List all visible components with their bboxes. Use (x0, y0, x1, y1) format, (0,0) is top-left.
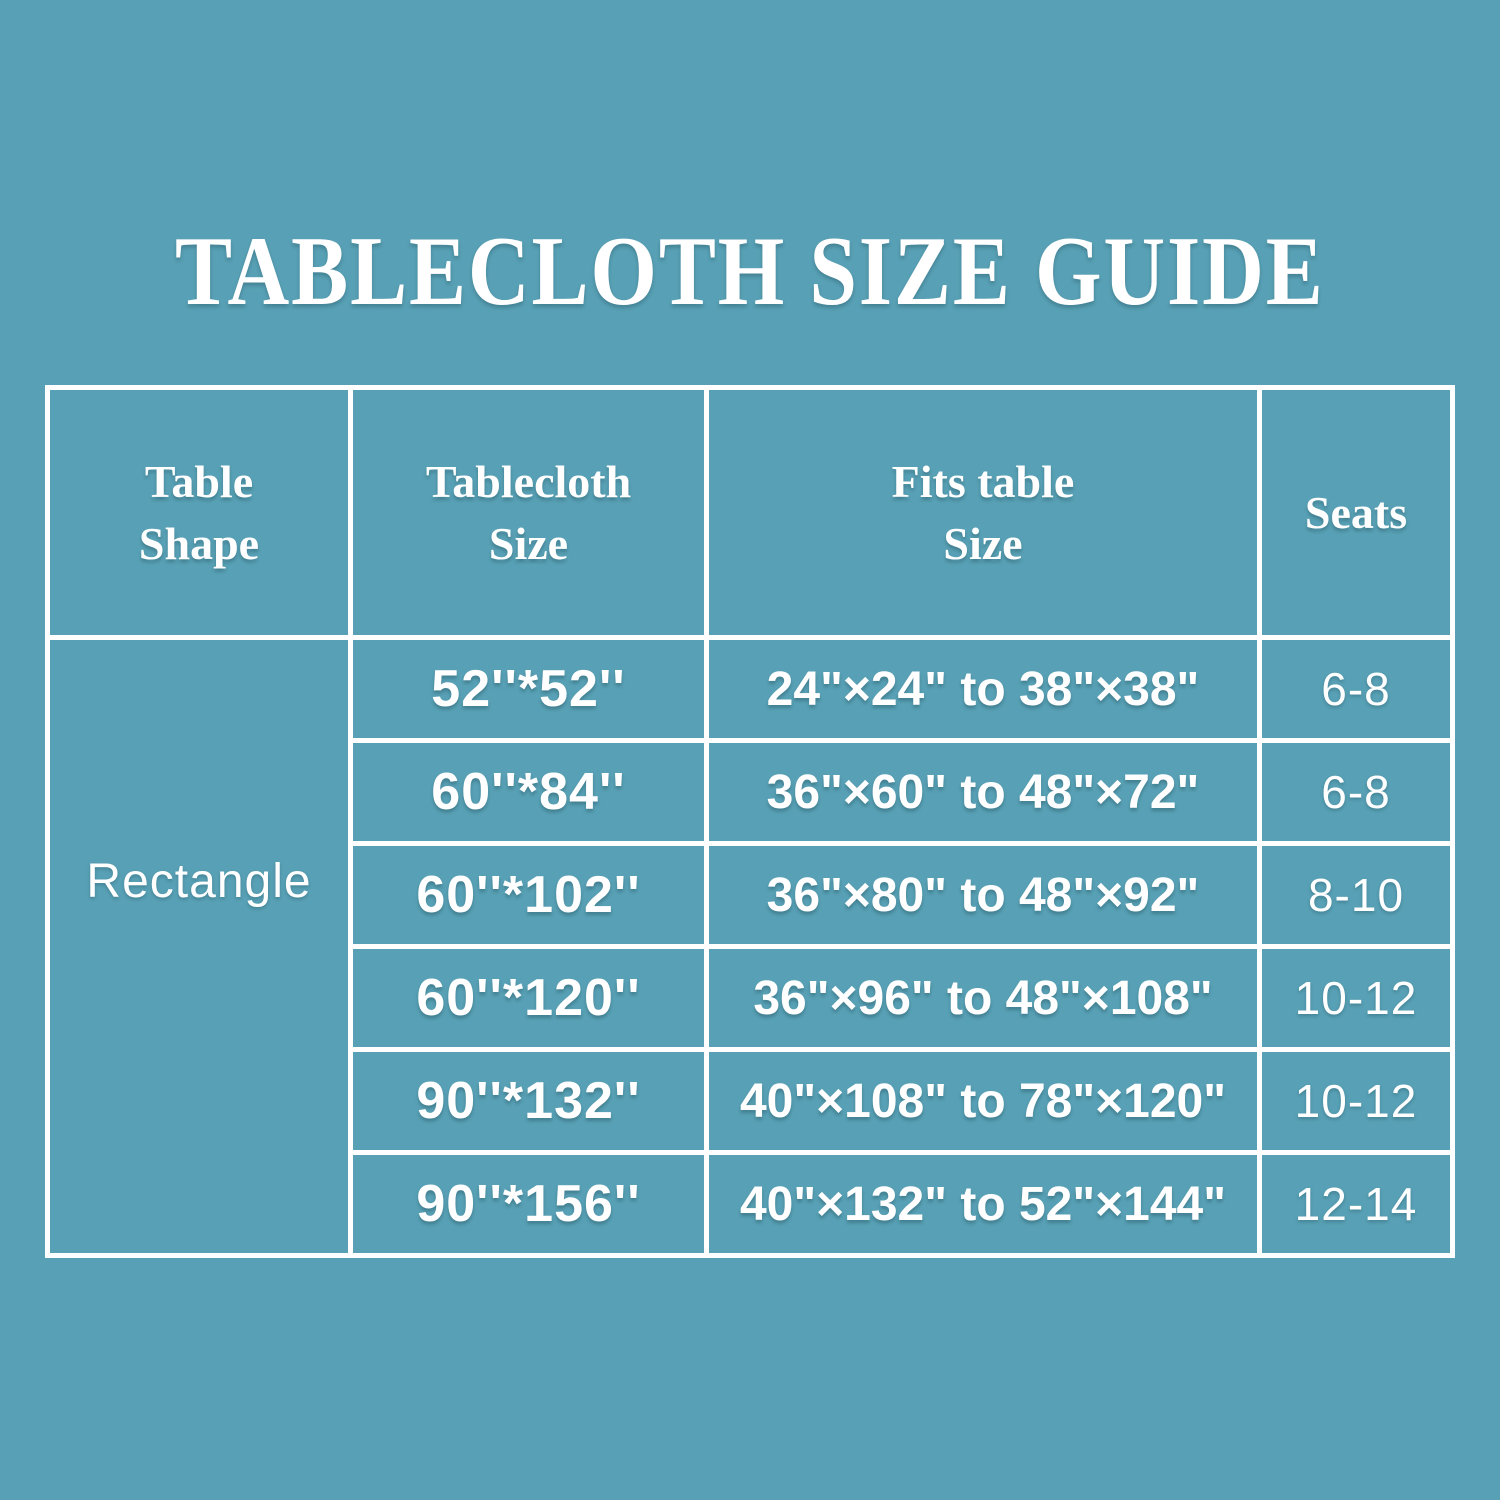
table-shape-value: Rectangle (86, 855, 312, 908)
header-line: Size (488, 517, 569, 569)
table-row: 60''*120'' 36"×96" to 48"×108" 10-12 (48, 944, 1455, 1052)
cell-seats: 6-8 (1257, 635, 1455, 743)
cell-seats: 8-10 (1257, 841, 1455, 949)
table-row: Rectangle 52''*52'' 24"×24" to 38"×38" 6… (45, 635, 1455, 1258)
table-row: 60''*84'' 36"×60" to 48"×72" 6-8 (48, 738, 1455, 846)
cell-seats: 12-14 (1257, 1150, 1455, 1258)
cell-tablecloth-size: 90''*132'' (348, 1047, 709, 1155)
header-seats: Seats (1257, 385, 1455, 640)
header-line: Fits table (891, 455, 1075, 507)
header-tablecloth-size: Tablecloth Size (348, 385, 709, 640)
header-line: Table (144, 455, 254, 507)
cell-tablecloth-size: 60''*102'' (348, 841, 709, 949)
cell-fits-table-size: 36"×60" to 48"×72" (704, 738, 1262, 846)
header-line: Size (943, 517, 1023, 569)
page-title-text: TABLECLOTH SIZE GUIDE (175, 216, 1325, 327)
table-row: 90''*156'' 40"×132" to 52"×144" 12-14 (48, 1150, 1455, 1258)
cell-fits-table-size: 36"×80" to 48"×92" (704, 841, 1262, 949)
cell-tablecloth-size: 60''*84'' (348, 738, 709, 846)
header-line: Seats (1304, 486, 1408, 538)
cell-table-shape: Rectangle (45, 635, 353, 1258)
cell-tablecloth-size: 60''*120'' (348, 944, 709, 1052)
header-row: Table Shape Tablecloth Size Fits table S… (45, 385, 1455, 640)
header-line: Tablecloth (425, 455, 632, 507)
table-row: 90''*132'' 40"×108" to 78"×120" 10-12 (48, 1047, 1455, 1155)
header-fits-table-size: Fits table Size (704, 385, 1262, 640)
cell-tablecloth-size: 90''*156'' (348, 1150, 709, 1258)
cell-tablecloth-size: 52''*52'' (348, 635, 709, 743)
cell-seats: 10-12 (1257, 1047, 1455, 1155)
cell-seats: 10-12 (1257, 944, 1455, 1052)
size-guide-table: Table Shape Tablecloth Size Fits table S… (45, 385, 1455, 1258)
cell-fits-table-size: 24"×24" to 38"×38" (704, 635, 1262, 743)
page-title: TABLECLOTH SIZE GUIDE (0, 216, 1500, 327)
cell-seats: 6-8 (1257, 738, 1455, 846)
table-row: 60''*102'' 36"×80" to 48"×92" 8-10 (48, 841, 1455, 949)
cell-fits-table-size: 40"×132" to 52"×144" (704, 1150, 1262, 1258)
header-line: Shape (138, 517, 260, 569)
cell-fits-table-size: 36"×96" to 48"×108" (704, 944, 1262, 1052)
header-table-shape: Table Shape (45, 385, 353, 640)
cell-fits-table-size: 40"×108" to 78"×120" (704, 1047, 1262, 1155)
